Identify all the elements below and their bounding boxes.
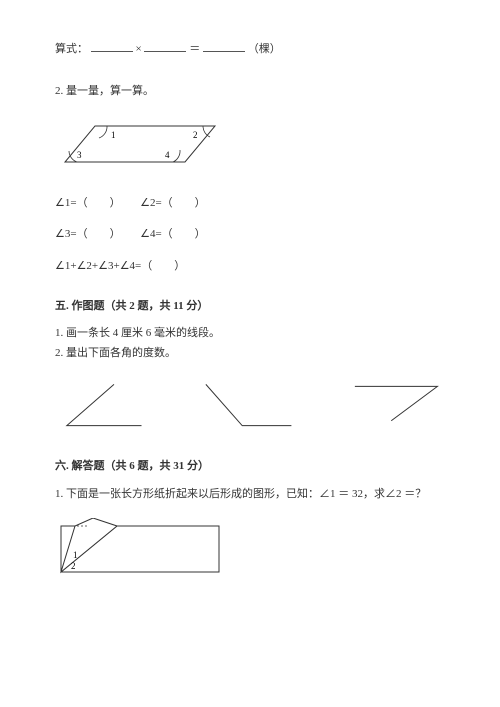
section6-heading: 六. 解答题（共 6 题，共 31 分） bbox=[55, 458, 445, 476]
fold-angle-1: 1 bbox=[73, 550, 78, 560]
angle3-field[interactable]: ∠3=（ ） bbox=[55, 228, 121, 240]
s5-q2: 2. 量出下面各角的度数。 bbox=[55, 345, 445, 363]
operator-mult: × bbox=[136, 43, 142, 55]
angle1-field[interactable]: ∠1=（ ） bbox=[55, 197, 121, 209]
angle-3-label: 3 bbox=[77, 150, 82, 160]
blank-2[interactable] bbox=[144, 40, 186, 52]
section5-heading: 五. 作图题（共 2 题，共 11 分） bbox=[55, 298, 445, 316]
parallelogram-diagram: 1 2 3 4 bbox=[55, 114, 445, 181]
equals: ＝ bbox=[189, 43, 200, 55]
angles-row-2: ∠3=（ ） ∠4=（ ） bbox=[55, 226, 445, 244]
angle-shape-2 bbox=[198, 376, 296, 436]
angle-shape-1 bbox=[55, 376, 148, 436]
blank-1[interactable] bbox=[91, 40, 133, 52]
equation-line: 算式： × ＝ （棵） bbox=[55, 40, 445, 59]
angles-row-1: ∠1=（ ） ∠2=（ ） bbox=[55, 195, 445, 213]
angle2-field[interactable]: ∠2=（ ） bbox=[140, 197, 206, 209]
equation-label: 算式： bbox=[55, 43, 88, 55]
s5-q1: 1. 画一条长 4 厘米 6 毫米的线段。 bbox=[55, 325, 445, 343]
folded-rectangle-diagram: 1 2 bbox=[55, 518, 445, 587]
three-angles-diagram bbox=[55, 376, 445, 436]
angle4-field[interactable]: ∠4=（ ） bbox=[140, 228, 206, 240]
angle-1-label: 1 bbox=[111, 130, 116, 140]
angles-sum[interactable]: ∠1+∠2+∠3+∠4=（ ） bbox=[55, 258, 445, 276]
fold-angle-2: 2 bbox=[71, 561, 76, 571]
angle-4-label: 4 bbox=[165, 150, 170, 160]
angle-shape-3 bbox=[347, 376, 445, 436]
q2-title: 2. 量一量，算一算。 bbox=[55, 83, 445, 101]
unit: （棵） bbox=[248, 43, 281, 55]
s6-q1: 1. 下面是一张长方形纸折起来以后形成的图形，已知：∠1 ＝ 32，求∠2 ＝？ bbox=[55, 486, 445, 504]
blank-3[interactable] bbox=[203, 40, 245, 52]
angle-2-label: 2 bbox=[193, 130, 198, 140]
